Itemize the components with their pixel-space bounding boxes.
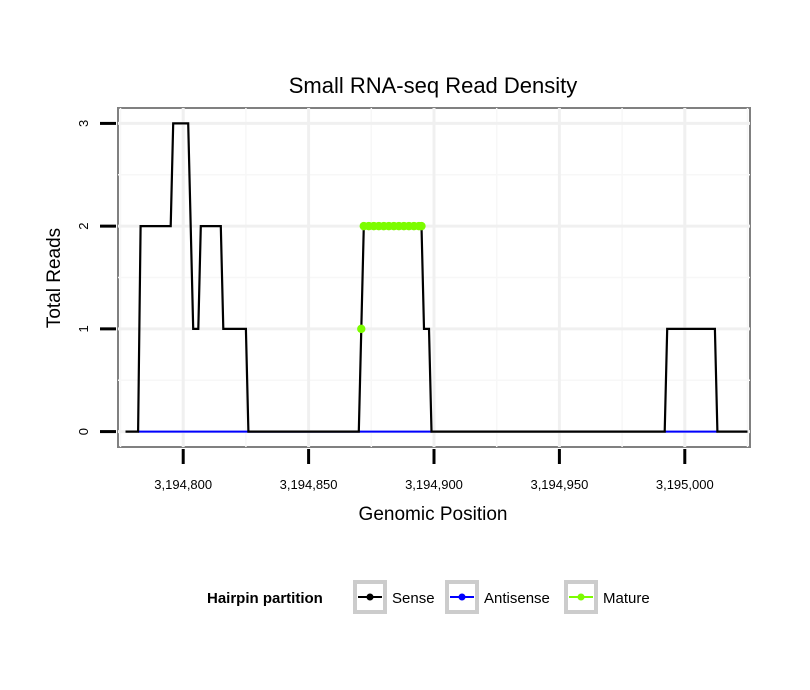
legend-swatch-point-sense [366, 593, 374, 601]
chart-title: Small RNA-seq Read Density [289, 73, 578, 98]
x-tick-label-0: 3,194,800 [154, 477, 212, 492]
series-mature-point-13 [417, 221, 426, 231]
x-tick-label-2: 3,194,900 [405, 477, 463, 492]
y-tick-label-2: 2 [76, 223, 91, 230]
x-axis: 3,194,800 3,194,850 3,194,900 3,194,950 3,19… [154, 449, 714, 492]
legend-label-mature: Mature [603, 590, 650, 607]
legend-title: Hairpin partition [207, 590, 323, 607]
grid-lines [118, 108, 750, 447]
y-tick-label-1: 1 [76, 325, 91, 332]
x-axis-label: Genomic Position [359, 504, 508, 525]
series-points [357, 221, 426, 334]
x-tick-label-1: 3,194,850 [280, 477, 338, 492]
y-tick-label-3: 3 [76, 120, 91, 127]
series-mature-point-0 [357, 324, 366, 334]
y-axis-label: Total Reads [44, 228, 65, 328]
legend-swatch-point-antisense [458, 593, 466, 601]
legend-label-antisense: Antisense [484, 590, 550, 607]
x-tick-label-4: 3,195,000 [656, 477, 714, 492]
x-tick-label-3: 3,194,950 [530, 477, 588, 492]
legend: Hairpin partition Sense Antisense Mature [207, 580, 650, 614]
y-axis: 0 1 2 3 [76, 120, 116, 435]
legend-label-sense: Sense [392, 590, 435, 607]
legend-swatch-point-mature [577, 593, 585, 601]
y-tick-label-0: 0 [76, 428, 91, 435]
series-sense-line [125, 122, 748, 433]
